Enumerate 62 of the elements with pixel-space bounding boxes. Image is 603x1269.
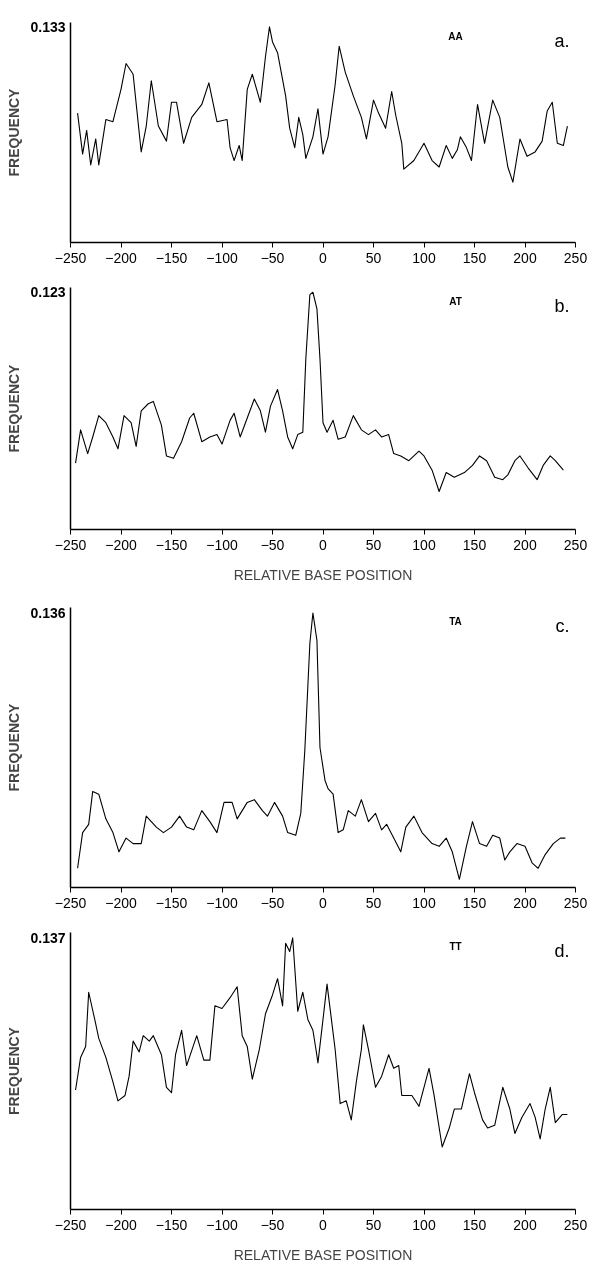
x-tick-label: 150 (462, 894, 487, 911)
y-axis-title: FREQUENCY (6, 1026, 23, 1115)
x-tick-label: 200 (513, 536, 537, 553)
x-tick-label: −100 (206, 249, 238, 266)
text: 0.123 (30, 284, 66, 301)
x-tick-label: −150 (155, 249, 188, 266)
annotation: TT (449, 941, 462, 952)
x-tick-label: −100 (206, 536, 238, 553)
x-tick-label: 200 (513, 894, 537, 911)
x-tick-label: −200 (105, 894, 137, 911)
x-axis-title: RELATIVE BASE POSITION (233, 566, 413, 583)
x-tick-label: 200 (513, 1216, 537, 1233)
x-tick-label: 50 (365, 1216, 382, 1233)
x-tick-label: 100 (412, 249, 436, 266)
x-tick-label: −200 (105, 1216, 137, 1233)
x-tick-label: −150 (155, 1216, 188, 1233)
y-axis-title: FREQUENCY (6, 87, 23, 177)
text: 0.136 (30, 604, 66, 621)
annotation: b. (554, 295, 570, 316)
x-tick-label: −250 (54, 894, 87, 911)
x-tick-label: 100 (412, 894, 436, 911)
x-tick-label: 250 (563, 1216, 588, 1233)
x-tick-label: 150 (462, 249, 487, 266)
x-tick-label: 50 (365, 894, 382, 911)
x-tick-label: 0 (319, 1216, 328, 1233)
x-tick-label: 0 (319, 894, 328, 911)
x-axis-title: RELATIVE BASE POSITION (233, 1246, 413, 1263)
x-tick-label: −250 (54, 536, 87, 553)
x-tick-label: −50 (260, 249, 285, 266)
annotation: d. (554, 940, 570, 961)
annotation: c. (555, 615, 570, 636)
x-tick-label: −100 (206, 894, 238, 911)
x-tick-label: −150 (155, 536, 188, 553)
x-tick-label: −50 (260, 1216, 285, 1233)
x-tick-label: 200 (513, 249, 537, 266)
annotation: AT (449, 296, 462, 307)
annotation: TA (449, 616, 462, 627)
x-tick-label: 100 (412, 536, 436, 553)
x-tick-label: −200 (105, 536, 137, 553)
x-tick-label: 250 (563, 249, 588, 266)
x-tick-label: 150 (462, 536, 487, 553)
x-tick-label: 0 (319, 536, 328, 553)
annotation: AA (448, 31, 463, 42)
text: 0.133 (30, 18, 66, 35)
x-tick-label: −250 (54, 1216, 87, 1233)
x-tick-label: −100 (206, 1216, 238, 1233)
y-axis-title: FREQUENCY (6, 363, 23, 453)
x-tick-label: 250 (563, 536, 588, 553)
x-tick-label: −250 (54, 249, 87, 266)
x-tick-label: −50 (260, 536, 285, 553)
y-axis-title: FREQUENCY (6, 702, 23, 792)
annotation: a. (554, 30, 570, 51)
text: 0.137 (30, 929, 66, 946)
x-tick-label: 50 (365, 536, 382, 553)
x-tick-label: −200 (105, 249, 137, 266)
x-tick-label: 50 (365, 249, 382, 266)
x-tick-label: 250 (563, 894, 588, 911)
x-tick-label: 100 (412, 1216, 436, 1233)
x-tick-label: −150 (155, 894, 188, 911)
x-tick-label: −50 (260, 894, 285, 911)
x-tick-label: 150 (462, 1216, 487, 1233)
x-tick-label: 0 (319, 249, 328, 266)
